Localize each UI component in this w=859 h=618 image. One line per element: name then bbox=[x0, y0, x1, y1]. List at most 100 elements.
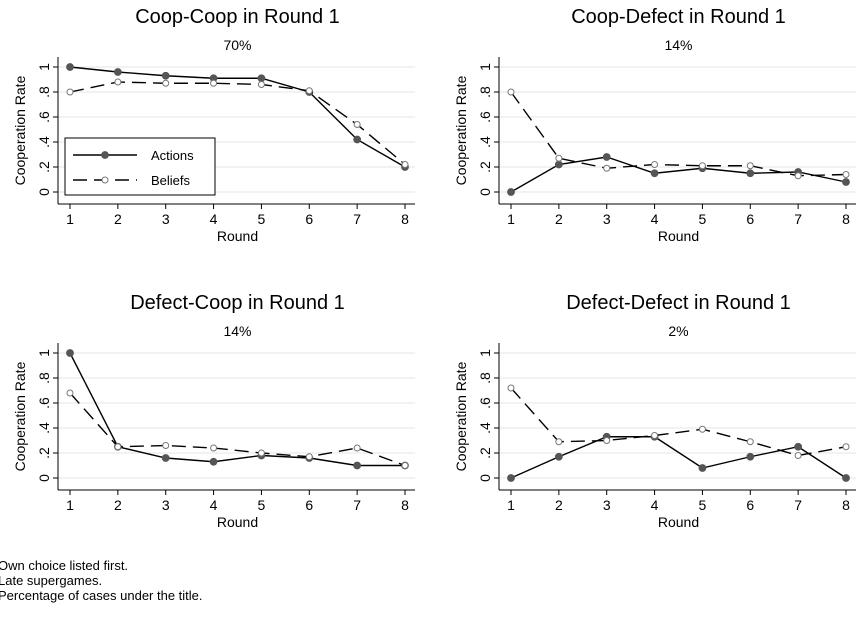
y-tick-label: 1 bbox=[36, 63, 52, 71]
figure: Coop-Coop in Round 1 70% 0 .2 .4 .6 .8 1 1 2 3 4 5 6 7… bbox=[12, 6, 856, 530]
y-axis-label: Cooperation Rate bbox=[12, 75, 28, 185]
x-tick-label: 5 bbox=[258, 497, 266, 513]
x-tick-label: 2 bbox=[114, 497, 122, 513]
data-point-2 bbox=[210, 444, 218, 452]
x-tick-label: 1 bbox=[507, 211, 515, 227]
x-tick-label: 3 bbox=[603, 211, 611, 227]
data-point-2 bbox=[698, 162, 706, 170]
data-point-2 bbox=[746, 162, 754, 170]
x-tick-label: 4 bbox=[210, 497, 218, 513]
data-point-1 bbox=[794, 442, 803, 451]
data-point-1 bbox=[698, 464, 707, 472]
series-line-2 bbox=[510, 387, 847, 457]
x-tick-label: 1 bbox=[66, 211, 74, 227]
x-tick-label: 5 bbox=[258, 211, 266, 227]
x-tick-label: 7 bbox=[794, 497, 802, 513]
figure-notes: Own choice listed first. Late supergames… bbox=[0, 558, 203, 603]
y-tick-label: .6 bbox=[477, 397, 493, 409]
chart-panel-3: Defect-Coop in Round 1 14% 0 .2 .4 .6 .8 1 1 2 3 4 5… bbox=[12, 292, 415, 530]
data-point-1 bbox=[554, 160, 563, 169]
legend-box bbox=[64, 137, 216, 196]
y-axis-label: Cooperation Rate bbox=[453, 75, 469, 185]
data-point-1 bbox=[507, 188, 515, 196]
y-axis-label: Cooperation Rate bbox=[12, 361, 28, 471]
data-point-2 bbox=[66, 389, 74, 397]
y-tick-label: .6 bbox=[36, 111, 52, 123]
x-tick-label: 3 bbox=[162, 497, 170, 513]
y-tick-label: 0 bbox=[36, 188, 52, 196]
chart-panel-2: Coop-Defect in Round 1 14% 0 .2 .4 .6 .8 1 1 2 3 4 5… bbox=[453, 6, 856, 244]
x-tick-label: 6 bbox=[746, 211, 754, 227]
data-point-2 bbox=[698, 425, 706, 433]
y-axis-label: Cooperation Rate bbox=[453, 361, 469, 471]
y-tick-label: .4 bbox=[36, 422, 52, 434]
data-point-2 bbox=[305, 87, 313, 95]
note-line: Own choice listed first. bbox=[0, 558, 129, 573]
chart-title: Coop-Defect in Round 1 bbox=[571, 6, 786, 28]
data-point-1 bbox=[353, 461, 362, 470]
x-tick-label: 6 bbox=[305, 497, 313, 513]
x-tick-label: 3 bbox=[603, 497, 611, 513]
y-tick-label: .8 bbox=[36, 372, 52, 384]
x-tick-label: 7 bbox=[353, 497, 361, 513]
data-point-1 bbox=[746, 452, 755, 461]
y-tick-label: 1 bbox=[477, 63, 493, 71]
series-line-2 bbox=[510, 91, 847, 177]
data-point-1 bbox=[554, 452, 563, 461]
chart-panel-4: Defect-Defect in Round 1 2% 0 .2 .4 .6 .8 1 1 2 3 4… bbox=[453, 292, 856, 530]
data-point-2 bbox=[66, 88, 74, 96]
series-line-2 bbox=[69, 81, 406, 166]
data-point-1 bbox=[161, 454, 170, 462]
series-line-2 bbox=[69, 392, 406, 467]
data-point-2 bbox=[305, 453, 313, 461]
x-tick-label: 8 bbox=[401, 211, 409, 227]
legend-label: Actions bbox=[151, 148, 194, 163]
data-point-2 bbox=[257, 449, 265, 457]
chart-panel-1: Coop-Coop in Round 1 70% 0 .2 .4 .6 .8 1 1 2 3 4 5 6 7… bbox=[12, 6, 415, 244]
series-line-1 bbox=[510, 436, 847, 479]
data-point-2 bbox=[401, 462, 409, 469]
y-tick-label: 0 bbox=[477, 188, 493, 196]
x-tick-label: 3 bbox=[162, 211, 170, 227]
data-point-2 bbox=[353, 444, 361, 452]
x-tick-label: 8 bbox=[842, 497, 850, 513]
data-point-2 bbox=[162, 442, 170, 449]
chart-subtitle: 2% bbox=[668, 323, 688, 339]
y-tick-label: 0 bbox=[477, 474, 493, 482]
data-point-2 bbox=[507, 88, 515, 96]
data-point-2 bbox=[353, 121, 361, 128]
y-tick-label: .4 bbox=[477, 422, 493, 434]
chart-subtitle: 70% bbox=[223, 37, 251, 53]
data-point-2 bbox=[555, 438, 563, 446]
data-point-2 bbox=[114, 443, 122, 451]
data-point-2 bbox=[603, 437, 611, 444]
data-point-2 bbox=[507, 384, 515, 392]
data-point-2 bbox=[794, 452, 802, 459]
y-tick-label: 1 bbox=[477, 349, 493, 357]
y-tick-label: .8 bbox=[477, 372, 493, 384]
data-point-1 bbox=[257, 74, 266, 83]
y-tick-label: .8 bbox=[36, 86, 52, 98]
x-tick-label: 5 bbox=[699, 497, 707, 513]
x-tick-label: 4 bbox=[651, 497, 659, 513]
data-point-2 bbox=[746, 438, 754, 446]
y-tick-label: 1 bbox=[36, 349, 52, 357]
legend-marker bbox=[101, 176, 109, 184]
chart-title: Coop-Coop in Round 1 bbox=[135, 6, 340, 28]
y-tick-label: .2 bbox=[36, 161, 52, 173]
data-point-2 bbox=[842, 443, 850, 451]
data-point-2 bbox=[257, 81, 265, 88]
data-point-1 bbox=[842, 474, 850, 482]
note-line: Percentage of cases under the title. bbox=[0, 588, 203, 603]
x-tick-label: 6 bbox=[305, 211, 313, 227]
y-tick-label: .8 bbox=[477, 86, 493, 98]
y-tick-label: .2 bbox=[36, 447, 52, 459]
data-point-2 bbox=[651, 432, 659, 439]
data-point-1 bbox=[650, 169, 659, 178]
data-point-1 bbox=[602, 153, 611, 161]
x-tick-label: 8 bbox=[842, 211, 850, 227]
data-point-1 bbox=[161, 71, 170, 80]
x-axis-label: Round bbox=[658, 514, 699, 530]
legend-label: Beliefs bbox=[151, 173, 191, 188]
y-tick-label: .2 bbox=[477, 447, 493, 459]
